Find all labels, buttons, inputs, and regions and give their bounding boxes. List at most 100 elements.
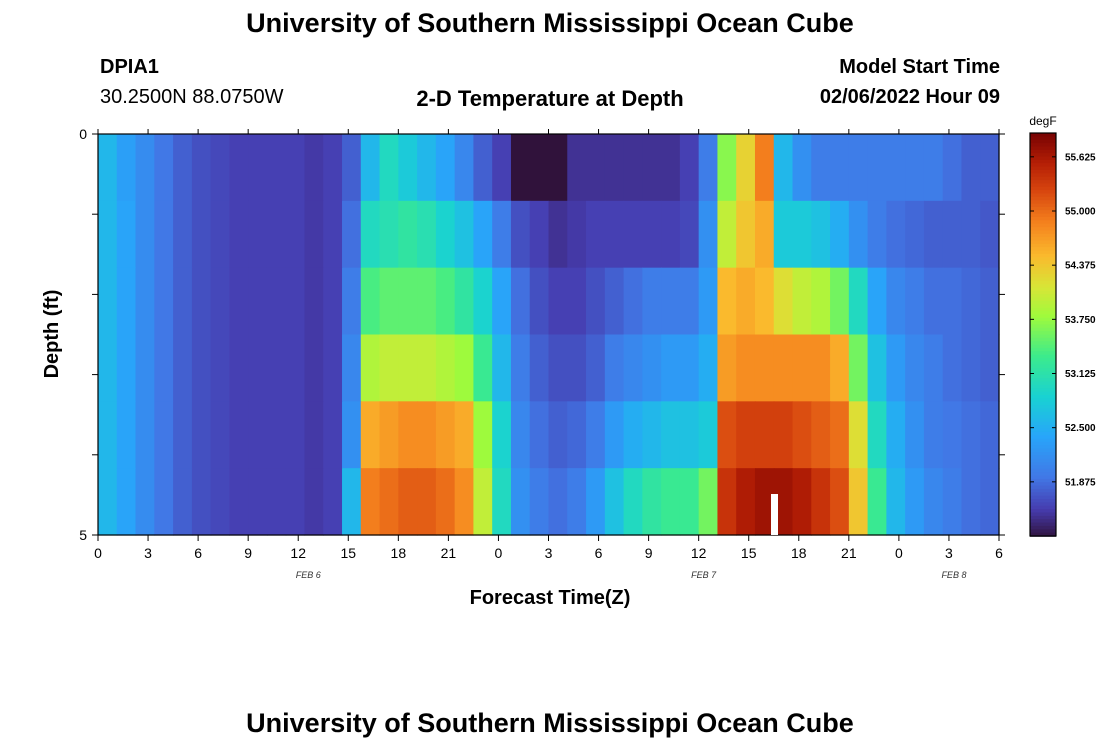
colorbar-swatch [1030,405,1056,410]
x-tick-label: 3 [144,545,152,561]
heatmap-cell [154,468,174,536]
heatmap-cell [304,334,324,402]
heatmap-cell [454,401,475,469]
heatmap-cell [191,267,212,336]
heatmap-cell [567,334,587,402]
colorbar-swatch [1030,488,1056,494]
heatmap-cell [304,267,324,336]
colorbar-swatch [1030,468,1056,473]
heatmap-cell [116,401,137,469]
heatmap-cell [942,468,963,536]
colorbar-swatch [1030,196,1056,201]
colorbar-swatch [1030,512,1056,517]
heatmap-cell [661,267,681,336]
colorbar-swatch [1030,428,1056,433]
colorbar-swatch [1030,277,1056,282]
colorbar-swatch [1030,237,1056,242]
heatmap-cell [773,200,794,269]
colorbar-swatch [1030,173,1056,178]
heatmap-cell [379,401,399,469]
heatmap-cell [435,334,456,402]
heatmap-cell [360,468,381,536]
x-tick-label: 0 [895,545,903,561]
heatmap-cells [98,134,1000,536]
heatmap-cell [623,200,643,269]
y-tick-label: 0 [79,126,87,142]
heatmap-cell [266,401,287,469]
heatmap-cell [773,334,794,402]
heatmap-cell [98,334,118,402]
heatmap-cell [173,200,193,269]
heatmap-cell [736,134,756,202]
heatmap-cell [792,334,812,402]
colorbar-swatch [1030,267,1056,272]
heatmap-cell [360,200,381,269]
heatmap-cell [773,134,794,202]
heatmap-cell [417,401,437,469]
heatmap-cell [398,401,418,469]
colorbar-swatch [1030,183,1056,188]
heatmap-cell [792,468,812,536]
heatmap-cell [266,468,287,536]
station-id: DPIA1 [100,56,159,78]
heatmap-cell [811,334,831,402]
colorbar-swatch [1030,270,1056,275]
heatmap-cell [173,401,193,469]
heatmap-cell [773,267,794,336]
heatmap-cell [961,468,981,536]
colorbar-swatch [1030,327,1056,332]
colorbar-swatch [1030,431,1056,437]
heatmap-cell [417,468,437,536]
colorbar-swatch [1030,351,1056,356]
colorbar-swatch [1030,230,1056,235]
heatmap-cell [210,200,230,269]
heatmap-cell [173,334,193,402]
heatmap-cell [586,334,606,402]
heatmap-cell [191,134,212,202]
heatmap-cell [623,267,643,336]
x-tick-label: 15 [741,545,757,561]
heatmap-cell [886,267,906,336]
heatmap-cell [454,334,475,402]
heatmap-cell [492,267,512,336]
heatmap-cell [266,200,287,269]
colorbar-swatch [1030,297,1056,302]
heatmap-cell [604,334,625,402]
heatmap-cell [905,134,925,202]
colorbar-swatch [1030,452,1056,457]
colorbar-swatch [1030,475,1056,480]
heatmap-cell [435,468,456,536]
heatmap-cell [736,401,756,469]
heatmap-cell [398,200,418,269]
heatmap-cell [98,267,118,336]
heatmap-cell [754,134,775,202]
colorbar-swatch [1030,133,1056,138]
heatmap-cell [135,267,155,336]
heatmap-cell [848,468,869,536]
heatmap-cell [586,401,606,469]
heatmap-cell [642,401,662,469]
colorbar-swatch [1030,317,1056,322]
heatmap-cell [323,401,343,469]
heatmap-cell [98,401,118,469]
heatmap-cell [342,134,362,202]
heatmap-cell [510,334,531,402]
heatmap-cell [510,401,531,469]
heatmap-cell [492,134,512,202]
heatmap-cell [135,334,155,402]
colorbar-swatch [1030,378,1056,383]
heatmap-cell [398,134,418,202]
heatmap-cell [473,334,493,402]
heatmap-cell [980,334,1000,402]
colorbar-swatch [1030,398,1056,403]
missing-data-gap [771,494,778,535]
x-tick-label: 9 [645,545,653,561]
heatmap-cell [623,401,643,469]
heatmap-cell [360,334,381,402]
heatmap-cell [435,134,456,202]
colorbar-swatch [1030,210,1056,215]
date-label: FEB 8 [941,570,966,580]
colorbar-swatch [1030,415,1056,420]
heatmap-cell [135,401,155,469]
heatmap-cell [454,267,475,336]
